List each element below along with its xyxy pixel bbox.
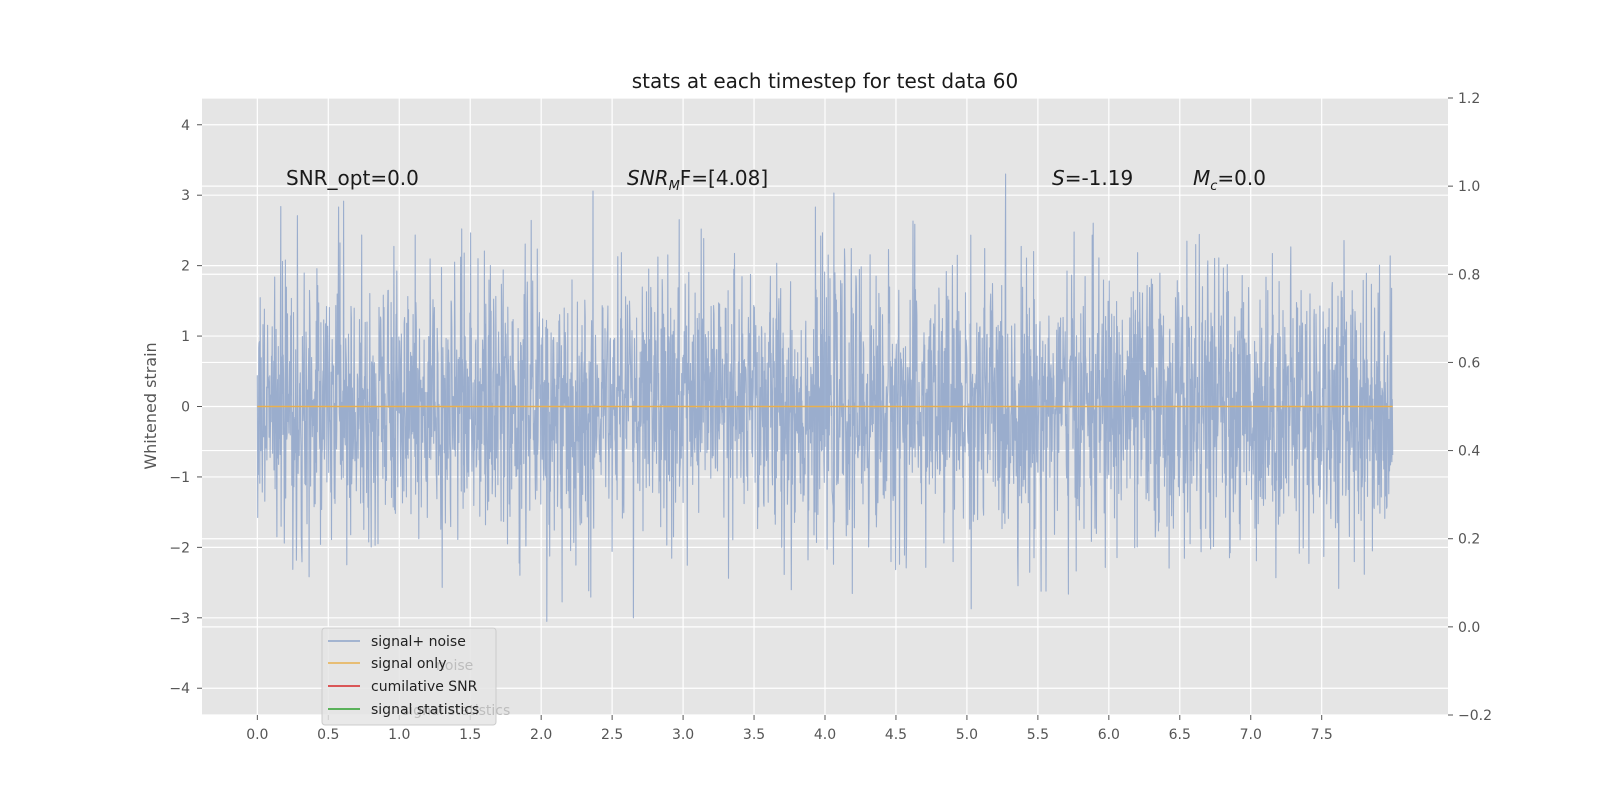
annotation-snr-mf-value: F=[4.08] [680, 166, 768, 190]
legend-label: cumilative SNR [371, 679, 478, 695]
y2-tick-label: 0.8 [1458, 267, 1480, 283]
x-tick-label: 2.0 [530, 727, 552, 743]
y-tick-label: −3 [169, 611, 190, 627]
y2-tick-label: 0.6 [1458, 355, 1480, 371]
y2-tick-label: 0.0 [1458, 620, 1480, 636]
y2-axis: 1.2 1.0 0.8 0.6 0.4 0.2 0.0 −0.2 [1448, 91, 1492, 724]
annotation-s-value: =-1.19 [1065, 166, 1134, 190]
y-tick-label: 3 [181, 188, 190, 204]
y-axis: 4 3 2 1 0 −1 −2 −3 −4 [169, 118, 202, 697]
y-tick-label: 1 [181, 329, 190, 345]
annotation-mc-value: =0.0 [1217, 166, 1266, 190]
y-tick-label: 0 [181, 400, 190, 416]
annotation-snr-mf: SNRMF=[4.08] [627, 166, 768, 194]
y-axis-label: Whitened strain [141, 342, 160, 469]
x-tick-label: 0.0 [246, 727, 268, 743]
x-tick-label: 6.5 [1169, 727, 1191, 743]
x-tick-label: 4.5 [885, 727, 907, 743]
legend-frame [321, 627, 497, 726]
y-tick-label: −1 [169, 470, 190, 486]
x-tick-label: 4.0 [814, 727, 836, 743]
x-axis: 0.0 0.5 1.0 1.5 2.0 2.5 3.0 3.5 4.0 4.5 5.0 5.5 6.0 6… [246, 715, 1333, 743]
x-tick-label: 3.0 [672, 727, 694, 743]
annotation-snr-mf-base: SNR [627, 166, 669, 190]
y2-tick-label: −0.2 [1458, 708, 1492, 724]
legend-ghost-text: signal statistics [402, 703, 510, 719]
y2-tick-label: 0.4 [1458, 444, 1480, 460]
x-tick-label: 5.5 [1027, 727, 1049, 743]
chart-title: stats at each timestep for test data 60 [632, 69, 1018, 93]
annotation-mc: Mc=0.0 [1193, 166, 1266, 194]
legend-ghost-text: noise [436, 658, 473, 674]
y2-tick-label: 1.2 [1458, 91, 1480, 107]
annotation-s-var: S [1052, 166, 1065, 190]
legend-label: signal only [371, 656, 446, 672]
x-tick-label: 5.0 [956, 727, 978, 743]
legend-label: signal statistics [371, 702, 479, 718]
x-tick-label: 7.5 [1311, 727, 1333, 743]
annotation-mc-sub: c [1210, 179, 1217, 194]
x-tick-label: 1.5 [459, 727, 481, 743]
annotation-s: S=-1.19 [1052, 166, 1133, 190]
x-tick-label: 6.0 [1098, 727, 1120, 743]
x-tick-label: 2.5 [601, 727, 623, 743]
annotation-mc-var: M [1193, 166, 1210, 190]
x-tick-label: 7.0 [1240, 727, 1262, 743]
legend: noise signal statistics signal+ noise si… [321, 627, 510, 726]
y-tick-label: −2 [169, 540, 190, 556]
annotation-snr-mf-sub: M [669, 179, 680, 194]
y2-tick-label: 1.0 [1458, 179, 1480, 195]
series-signal-plus-noise [256, 173, 1394, 622]
legend-label: signal+ noise [371, 634, 466, 650]
annotation-snr-opt: SNR_opt=0.0 [286, 166, 419, 190]
x-tick-label: 1.0 [388, 727, 410, 743]
y-tick-label: −4 [169, 681, 190, 697]
y-tick-label: 4 [181, 118, 190, 134]
y-tick-label: 2 [181, 259, 190, 275]
x-tick-label: 3.5 [743, 727, 765, 743]
y2-tick-label: 0.2 [1458, 532, 1480, 548]
x-tick-label: 0.5 [317, 727, 339, 743]
